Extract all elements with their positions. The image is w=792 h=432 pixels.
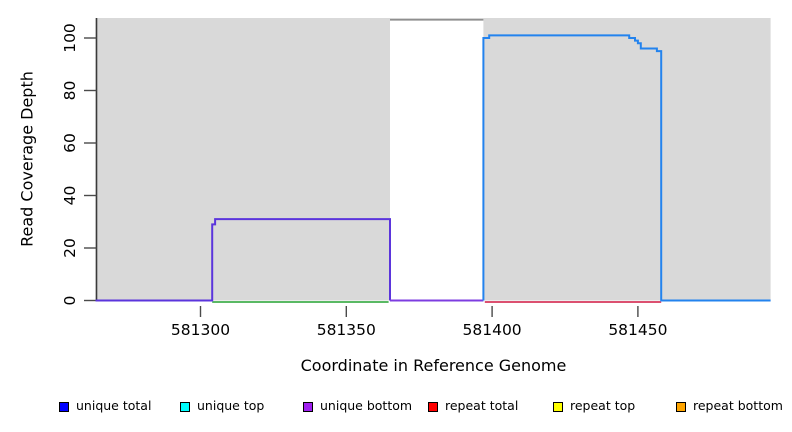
y-tick-label: 20	[61, 238, 79, 258]
x-tick-label: 581350	[317, 321, 376, 339]
x-tick-label: 581400	[463, 321, 522, 339]
y-tick-label: 40	[61, 186, 79, 206]
x-tick-label: 581300	[171, 321, 230, 339]
legend: unique total unique top unique bottom repea…	[0, 396, 792, 422]
unique-region-right	[483, 18, 771, 301]
legend-swatch	[180, 402, 190, 412]
y-tick-label: 80	[61, 81, 79, 101]
y-axis-title: Read Coverage Depth	[17, 71, 37, 247]
y-tick-label: 0	[61, 296, 79, 306]
legend-label: repeat total	[445, 398, 519, 413]
series-unique-bottom-block	[95, 218, 391, 302]
legend-label: repeat top	[570, 398, 636, 413]
legend-label: repeat bottom	[693, 398, 783, 413]
x-axis-title: Coordinate in Reference Genome	[300, 356, 567, 375]
y-tick-label: 100	[61, 23, 79, 53]
legend-swatch	[59, 402, 69, 412]
legend-label: unique total	[76, 398, 152, 413]
legend-swatch	[303, 402, 313, 412]
legend-label: unique top	[197, 398, 265, 413]
legend-swatch	[428, 402, 438, 412]
legend-swatch	[676, 402, 686, 412]
unique-region-left	[95, 18, 390, 301]
y-tick-label: 60	[61, 133, 79, 153]
legend-label: unique bottom	[320, 398, 413, 413]
legend-swatch	[553, 402, 563, 412]
plot-canvas: 581300 581350 581400 581450 0 20 40 60 80 100	[61, 18, 771, 339]
series-unique-total-block	[482, 34, 771, 302]
x-tick-label: 581450	[608, 321, 667, 339]
